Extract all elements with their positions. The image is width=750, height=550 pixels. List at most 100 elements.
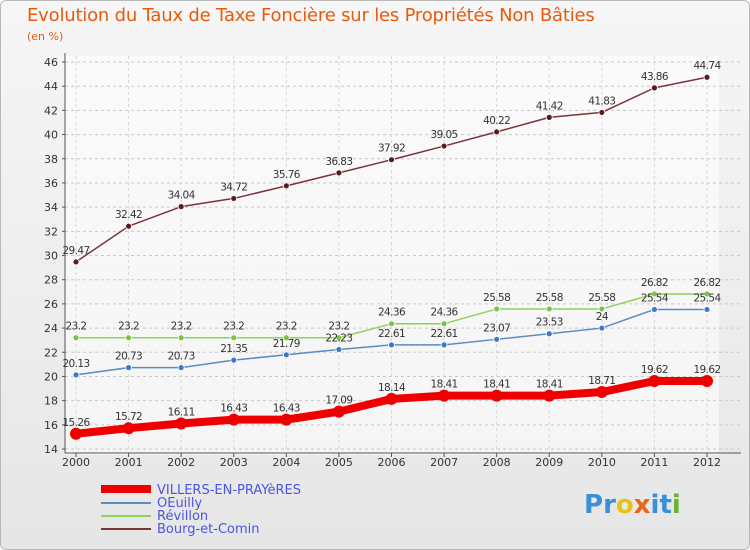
y-tick-label: 44 — [44, 80, 58, 93]
data-label: 23.2 — [171, 321, 192, 333]
data-point — [282, 351, 290, 359]
data-point — [648, 375, 661, 388]
data-label: 23.53 — [536, 317, 563, 329]
data-label: 21.35 — [220, 343, 247, 355]
data-label: 24 — [596, 311, 609, 323]
data-point — [177, 203, 185, 211]
data-point — [493, 335, 501, 343]
data-point — [703, 306, 711, 313]
data-label: 35.76 — [273, 169, 301, 181]
x-tick-label: 2009 — [535, 456, 563, 469]
data-point — [651, 84, 658, 92]
data-point — [701, 375, 713, 388]
data-point — [388, 156, 395, 164]
data-point — [598, 324, 606, 332]
data-point — [335, 169, 343, 177]
data-label: 20.73 — [115, 351, 142, 363]
logo-letter: P — [584, 490, 604, 520]
legend-swatch — [101, 485, 151, 493]
logo-letter: i — [650, 490, 660, 520]
data-label: 23.07 — [483, 322, 510, 334]
data-label: 21.79 — [273, 338, 300, 350]
legend-swatch — [101, 502, 151, 504]
data-label: 17.09 — [325, 395, 352, 407]
y-tick-label: 36 — [44, 177, 58, 190]
chart-title: Evolution du Taux de Taxe Foncière sur l… — [27, 5, 595, 26]
data-label: 16.43 — [273, 403, 300, 415]
data-label: 15.72 — [115, 411, 142, 423]
data-label: 22.23 — [325, 332, 352, 344]
legend-item: Bourg-et-Comin — [101, 522, 361, 539]
data-point — [493, 128, 501, 136]
data-label: 40.22 — [483, 115, 510, 127]
data-point — [332, 405, 345, 418]
data-label: 22.61 — [378, 328, 405, 340]
data-point — [440, 142, 448, 150]
data-point — [70, 427, 82, 440]
data-point — [703, 290, 711, 298]
y-tick-label: 14 — [44, 443, 58, 456]
data-label: 19.62 — [693, 364, 720, 376]
data-point — [598, 109, 606, 116]
legend-item: Révillon — [101, 509, 361, 526]
data-label: 23.2 — [66, 321, 87, 333]
y-tick-label: 20 — [44, 370, 58, 383]
data-point — [545, 113, 553, 121]
logo-letter: o — [615, 490, 634, 520]
legend-label: Bourg-et-Comin — [157, 522, 260, 537]
data-point — [230, 195, 238, 202]
x-tick-label: 2003 — [220, 456, 248, 469]
data-point — [72, 334, 80, 342]
data-point — [440, 320, 448, 328]
legend-label: VILLERS-EN-PRAYèRES — [157, 483, 301, 498]
logo-letter: i — [671, 490, 681, 520]
data-label: 23.2 — [223, 321, 244, 333]
x-tick-label: 2010 — [588, 456, 616, 469]
data-label: 29.47 — [62, 245, 89, 257]
data-point — [72, 371, 80, 379]
data-label: 34.72 — [220, 181, 247, 193]
data-point — [651, 306, 658, 313]
data-label: 24.36 — [431, 307, 459, 319]
data-point — [177, 334, 185, 342]
y-tick-label: 28 — [44, 274, 58, 287]
y-tick-label: 22 — [44, 346, 58, 359]
data-point — [543, 389, 556, 402]
data-point — [490, 389, 503, 402]
data-point — [440, 341, 448, 349]
x-tick-label: 2006 — [378, 456, 406, 469]
proxiti-logo: Proxiti — [584, 490, 681, 520]
data-label: 39.05 — [431, 129, 458, 141]
data-label: 24.36 — [378, 307, 406, 319]
data-point — [175, 417, 188, 430]
x-tick-label: 2004 — [272, 456, 300, 469]
legend-swatch — [101, 528, 151, 530]
logo-letter: x — [633, 490, 651, 520]
data-point — [230, 356, 238, 364]
x-tick-label: 2008 — [483, 456, 511, 469]
data-label: 16.11 — [168, 406, 195, 418]
x-tick-label: 2005 — [325, 456, 353, 469]
legend: VILLERS-EN-PRAYèRES OEuilly Révillon Bou… — [101, 483, 361, 539]
unit-label: (en %) — [27, 30, 64, 43]
x-tick-label: 2000 — [62, 456, 90, 469]
y-tick-label: 16 — [44, 419, 58, 432]
data-point — [385, 392, 398, 405]
y-tick-label: 42 — [44, 104, 58, 117]
data-point — [125, 364, 132, 372]
legend-item: VILLERS-EN-PRAYèRES — [101, 483, 361, 500]
x-tick-label: 2011 — [640, 456, 668, 469]
data-point — [335, 346, 343, 353]
x-tick-label: 2001 — [115, 456, 143, 469]
data-point — [280, 413, 293, 426]
data-point — [598, 305, 606, 313]
data-label: 32.42 — [115, 209, 142, 221]
y-tick-label: 46 — [44, 56, 58, 69]
data-label: 23.2 — [276, 321, 297, 333]
x-tick-label: 2002 — [167, 456, 195, 469]
data-point — [438, 389, 451, 402]
data-point — [703, 73, 711, 81]
data-label: 41.42 — [536, 100, 563, 112]
